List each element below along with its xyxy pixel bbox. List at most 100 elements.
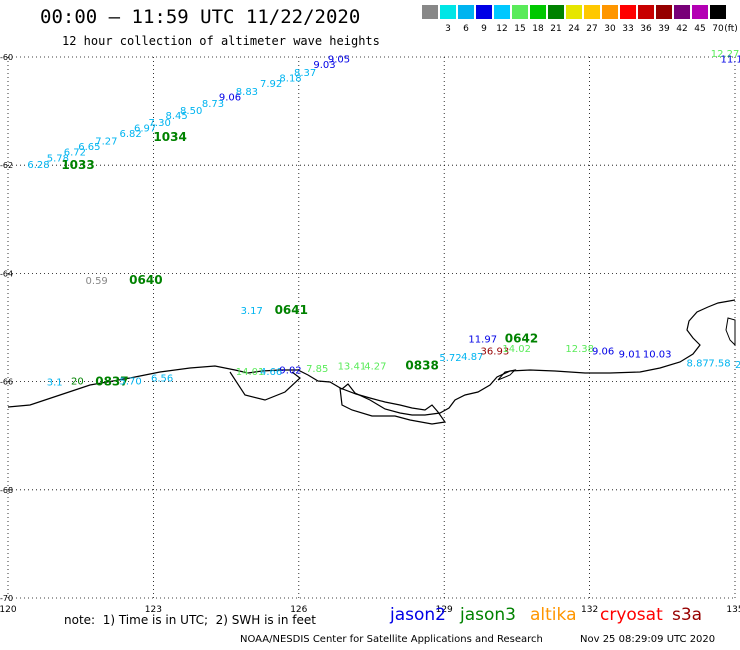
scale-swatch	[584, 5, 600, 19]
scale-label: 70	[712, 24, 724, 34]
scale-swatch	[620, 5, 636, 19]
pass-time-label: 0641	[275, 303, 308, 317]
wave-height-label: 8.45	[166, 111, 188, 122]
satellite-label-altika: altika	[530, 605, 577, 625]
satellite-label-s3a: s3a	[672, 605, 703, 625]
scale-swatch	[440, 5, 456, 19]
lon-tick-label: 132	[581, 605, 598, 615]
credit-text: NOAA/NESDIS Center for Satellite Applica…	[240, 634, 543, 645]
scale-label: 3	[445, 24, 451, 34]
scale-label: 9	[481, 24, 487, 34]
wave-height-label: 11.97	[468, 335, 497, 346]
scale-swatch	[476, 5, 492, 19]
wave-height-label: 8.73	[202, 99, 224, 110]
wave-height-label: 7.58	[708, 358, 730, 369]
pass-time-label: 0837	[95, 374, 128, 388]
scale-swatch	[692, 5, 708, 19]
lat-tick-label: -70	[0, 594, 13, 603]
wave-height-label: 5.78	[47, 153, 69, 164]
pass-time-label: 0642	[505, 332, 538, 346]
coastline	[7, 299, 736, 425]
footer-note: note: 1) Time is in UTC; 2) SWH is in fe…	[64, 613, 316, 627]
wave-height-label: 13.41	[338, 362, 367, 373]
satellite-label-jason2: jason2	[390, 605, 446, 625]
lon-tick-label: 120	[0, 605, 17, 615]
wave-height-label: 5.72	[439, 353, 461, 364]
wave-height-label: 0.59	[86, 276, 108, 287]
scale-swatch	[548, 5, 564, 19]
wave-height-labels: 9.059.038.378.187.928.839.068.738.508.45…	[27, 49, 740, 388]
scale-label: 12	[496, 24, 508, 34]
wave-height-label: 6.97	[134, 124, 156, 135]
lat-tick-label: -60	[0, 53, 13, 62]
scale-swatch	[566, 5, 582, 19]
scale-label: 36	[640, 24, 652, 34]
wave-height-label: 12.38	[565, 344, 594, 355]
scale-label: 24	[568, 24, 580, 34]
scale-swatch	[530, 5, 546, 19]
scale-label: 18	[532, 24, 544, 34]
wave-height-label: 12.27	[711, 49, 740, 60]
wave-height-label: 8.18	[279, 73, 301, 84]
timestamp-text: Nov 25 08:29:09 UTC 2020	[580, 634, 716, 645]
wave-height-label: 14.02	[502, 344, 531, 355]
scale-label: 21	[550, 24, 562, 34]
wave-height-label: 7.92	[260, 79, 282, 90]
lat-tick-label: -68	[0, 486, 13, 495]
lon-tick-label: 123	[145, 605, 162, 615]
lon-tick-label: 126	[290, 605, 307, 615]
wave-height-label: 8.87	[687, 358, 709, 369]
scale-label: 42	[676, 24, 688, 34]
wave-height-label: 3.1	[47, 377, 63, 388]
wave-height-label: 8.50	[180, 106, 202, 117]
wave-height-label: 7.27	[95, 137, 117, 148]
scale-swatch	[674, 5, 690, 19]
wave-height-label: 4.66	[260, 367, 282, 378]
wave-height-label: 7.85	[306, 364, 328, 375]
wave-height-label: 5.70	[119, 376, 141, 387]
lon-tick-label: 135	[726, 605, 740, 615]
wave-height-label: 7.30	[149, 118, 171, 129]
pass-time-label: 0640	[129, 273, 162, 287]
scale-swatch	[710, 5, 726, 19]
scale-swatch	[656, 5, 672, 19]
lat-tick-label: -64	[0, 269, 13, 278]
scale-swatch	[638, 5, 654, 19]
wave-height-label: 14.01	[236, 367, 265, 378]
scale-swatch	[494, 5, 510, 19]
wave-height-label: 9.01	[619, 349, 641, 360]
pass-time-label: 0838	[405, 359, 438, 373]
scale-unit-label: (ft)	[724, 24, 738, 34]
wave-height-label: 6.65	[78, 142, 100, 153]
wave-height-label: 20	[71, 376, 84, 387]
wave-height-label: 10.03	[643, 349, 672, 360]
wave-height-label: 11.1	[720, 54, 740, 65]
chart-subtitle: 12 hour collection of altimeter wave hei…	[62, 34, 380, 48]
lat-tick-label: -62	[0, 161, 13, 170]
scale-label: 39	[658, 24, 670, 34]
scale-label: 45	[694, 24, 706, 34]
wave-height-label: 6.56	[151, 374, 173, 385]
wave-height-label: 9.02	[279, 365, 301, 376]
satellite-label-cryosat: cryosat	[600, 605, 663, 625]
scale-label: 33	[622, 24, 634, 34]
scale-label: 27	[586, 24, 598, 34]
wave-height-label: 8.37	[294, 68, 316, 79]
scale-label: 30	[604, 24, 616, 34]
wave-height-label: 3.17	[241, 306, 263, 317]
wave-height-label: 36.93	[481, 347, 510, 358]
pass-time-label: 1033	[61, 158, 94, 172]
wave-height-label: 6.72	[64, 147, 86, 158]
wave-height-label: 4.87	[461, 352, 483, 363]
wave-height-label: 6.28	[27, 160, 49, 171]
lat-tick-label: -66	[0, 378, 13, 387]
scale-swatch	[602, 5, 618, 19]
wave-height-label: 9.06	[592, 347, 614, 358]
scale-swatch	[422, 5, 438, 19]
lon-tick-label: 129	[436, 605, 453, 615]
scale-swatch	[458, 5, 474, 19]
wave-height-label: 8.83	[236, 87, 258, 98]
pass-time-label: 1034	[153, 130, 186, 144]
wave-height-label: 6.82	[119, 129, 141, 140]
